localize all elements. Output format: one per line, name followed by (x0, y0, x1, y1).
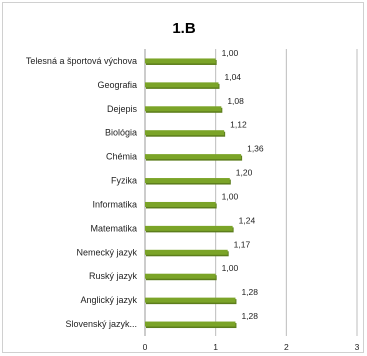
value-label: 1,36 (247, 144, 264, 154)
x-tick-label: 2 (284, 342, 289, 352)
category-label: Nemecký jazyk (76, 247, 137, 257)
category-label: Ruský jazyk (89, 271, 138, 281)
value-label: 1,28 (241, 287, 258, 297)
bar (145, 178, 230, 184)
bar (145, 273, 216, 279)
bar (145, 154, 242, 160)
gridlines (144, 49, 358, 336)
x-tick-label: 0 (143, 342, 148, 352)
category-label: Biológia (105, 128, 137, 138)
bar (145, 249, 228, 255)
value-label: 1,00 (222, 48, 239, 58)
category-label: Geografia (97, 80, 137, 90)
value-label: 1,17 (234, 239, 251, 249)
bars (145, 58, 243, 329)
value-label: 1,12 (230, 120, 247, 130)
x-tick-label: 3 (355, 342, 360, 352)
x-tick-label: 1 (213, 342, 218, 352)
category-label: Slovenský jazyk... (65, 319, 137, 329)
category-label: Dejepis (107, 104, 138, 114)
labels: 0 1 2 3 Telesná a športová výchova 1,00 Geogra… (26, 48, 360, 352)
bar (145, 82, 219, 88)
bar (145, 297, 236, 303)
chart-title: 1.B (172, 20, 196, 37)
category-label: Telesná a športová výchova (26, 56, 137, 66)
bar (145, 106, 222, 112)
value-label: 1,24 (239, 215, 256, 225)
category-label: Informatika (92, 199, 137, 209)
bar (145, 201, 216, 207)
category-label: Anglický jazyk (80, 295, 137, 305)
bar (145, 225, 233, 231)
bar (145, 130, 225, 136)
bar (145, 321, 236, 327)
value-label: 1,20 (236, 168, 253, 178)
category-label: Chémia (106, 152, 137, 162)
value-label: 1,00 (222, 191, 239, 201)
category-label: Fyzika (111, 176, 137, 186)
chart-frame: 1.B 0 1 2 3 Telesná a športová výchova 1,00 Ge… (2, 2, 364, 353)
value-label: 1,04 (224, 72, 241, 82)
bar (145, 58, 216, 64)
value-label: 1,28 (241, 311, 258, 321)
value-label: 1,08 (227, 96, 244, 106)
category-label: Matematika (90, 223, 137, 233)
bar-chart: 1.B 0 1 2 3 Telesná a športová výchova 1,00 Ge… (26, 20, 360, 352)
value-label: 1,00 (222, 263, 239, 273)
